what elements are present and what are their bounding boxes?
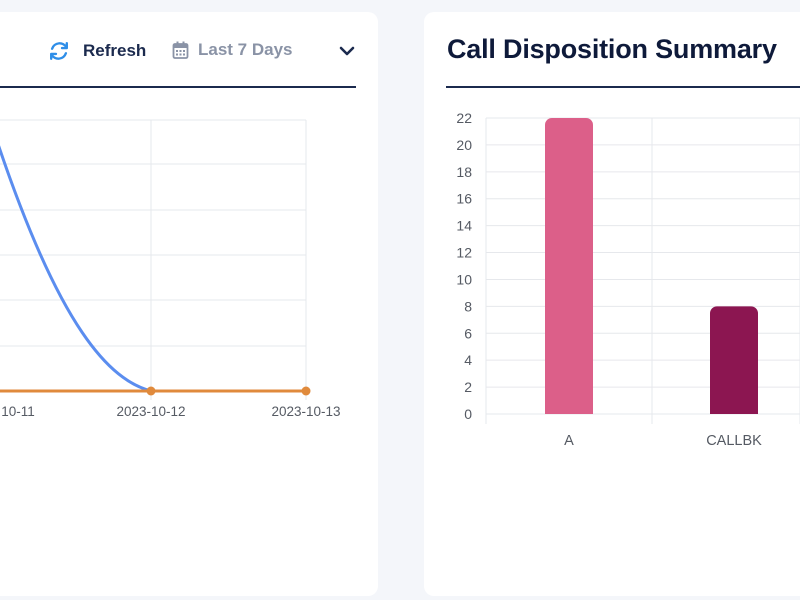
bar-base (710, 406, 758, 414)
left-header-divider (0, 86, 356, 88)
x-category-label: A (564, 433, 574, 449)
x-tick-label: 10-11 (1, 404, 35, 419)
bar-base (545, 406, 593, 414)
refresh-label: Refresh (83, 41, 147, 60)
y-tick-label: 16 (456, 191, 472, 207)
y-tick-label: 12 (456, 245, 472, 261)
line-grid (0, 119, 307, 400)
disposition-bar-chart: 0 2 4 6 8 10 12 14 16 18 20 22 A CALLBK (456, 110, 800, 449)
right-header-divider (446, 86, 800, 88)
x-category-label: CALLBK (706, 433, 762, 449)
date-range-label: Last 7 Days (198, 40, 293, 59)
call-disposition-card (424, 12, 800, 596)
disposition-title: Call Disposition Summary (447, 34, 777, 64)
line-chart: 10-11 2023-10-12 2023-10-13 (0, 119, 341, 419)
calendar-icon (172, 41, 189, 59)
y-tick-label: 14 (456, 218, 472, 234)
line-point[interactable] (146, 386, 156, 396)
y-tick-label: 8 (464, 298, 472, 314)
y-tick-label: 0 (464, 406, 472, 422)
line-series-1 (0, 145, 308, 393)
bar-callbk[interactable] (710, 306, 758, 414)
x-tick-label: 2023-10-12 (116, 404, 185, 419)
calls-trend-card (0, 12, 378, 596)
y-tick-label: 22 (456, 110, 472, 126)
chevron-down-icon[interactable] (338, 44, 356, 58)
date-range-select[interactable]: Last 7 Days (172, 40, 293, 60)
line-point[interactable] (301, 386, 311, 396)
refresh-icon (50, 42, 68, 60)
refresh-button[interactable]: Refresh (48, 40, 146, 62)
x-tick-label: 2023-10-13 (271, 404, 340, 419)
y-tick-label: 20 (456, 137, 472, 153)
y-tick-label: 2 (464, 379, 472, 395)
y-tick-label: 6 (464, 325, 472, 341)
bar-a[interactable] (545, 118, 593, 414)
y-tick-label: 10 (456, 271, 472, 287)
y-tick-label: 18 (456, 164, 472, 180)
y-tick-label: 4 (464, 352, 472, 368)
